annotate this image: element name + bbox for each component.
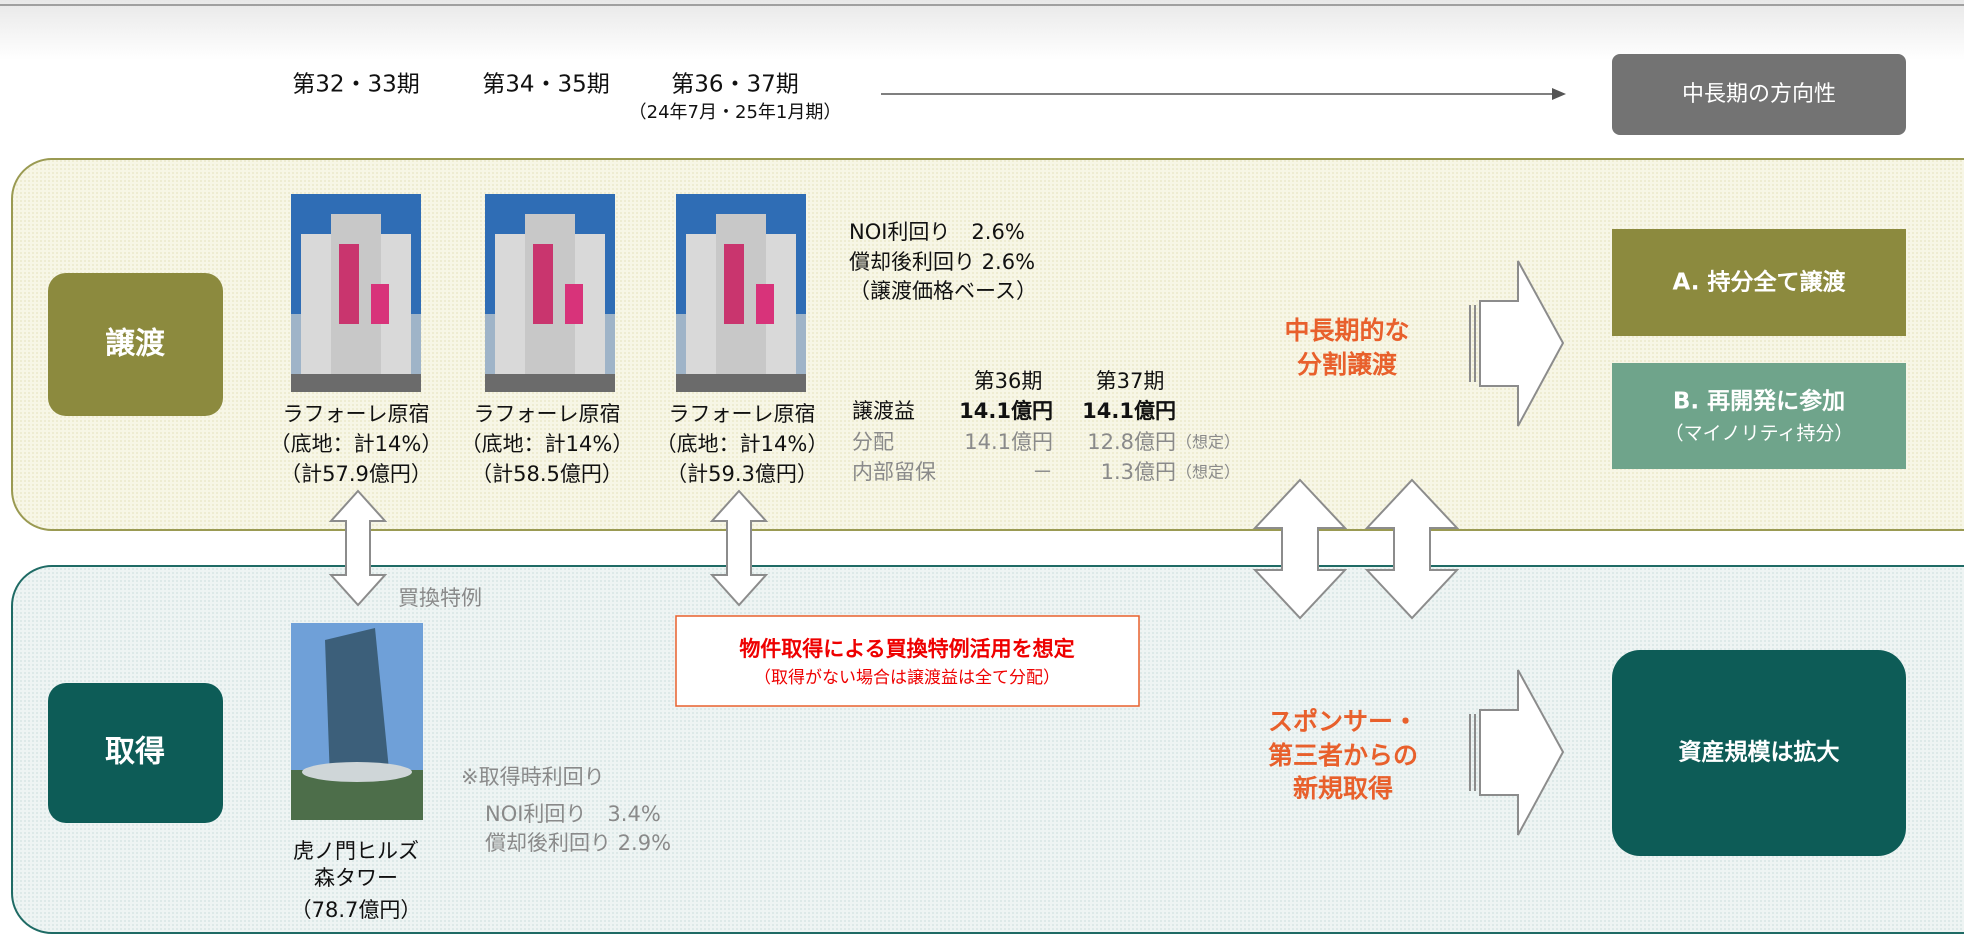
property-share: （底地：計14%）	[656, 432, 829, 456]
header-band	[0, 0, 1964, 60]
yield: 償却後利回り 2.6%	[849, 250, 1035, 274]
property-name: 虎ノ門ヒルズ	[293, 839, 419, 863]
yield: NOI利回り 2.6%	[849, 220, 1025, 244]
yield: （譲渡価格ベース）	[849, 279, 1037, 303]
gains-value: 14.1億円	[959, 399, 1053, 423]
period: 第32・33期	[292, 72, 420, 98]
option-title: A. 持分全て譲渡	[1673, 269, 1847, 296]
property-share: （底地：計14%）	[270, 432, 443, 456]
direction: 中長期の方向性	[1682, 82, 1836, 107]
gains-value: －	[1032, 460, 1053, 484]
gains-note: （想定）	[1176, 463, 1240, 482]
strategy: スポンサー・	[1268, 707, 1418, 736]
notice: 物件取得による買換特例活用を想定	[739, 637, 1074, 661]
property-photo	[485, 194, 615, 392]
gains-value: 14.1億円	[1082, 399, 1176, 423]
notice-sub: （取得がない場合は譲渡益は全て分配）	[754, 668, 1060, 688]
slide: 第32・33期 第34・35期 第36・37期 （24年7月・25年1月期） 中…	[0, 0, 1964, 935]
yield-title: ※取得時利回り	[461, 765, 605, 789]
strategy: 第三者からの	[1268, 741, 1418, 770]
property-price: （78.7億円）	[291, 898, 422, 922]
yield: NOI利回り 3.4%	[485, 802, 661, 826]
property-photo	[291, 194, 421, 392]
property-name: ラフォーレ原宿	[283, 402, 430, 426]
property-price: （計58.5億円）	[471, 462, 623, 486]
property-photo	[676, 194, 806, 392]
property-price: （計57.9億円）	[280, 462, 432, 486]
transfer-label: 譲渡	[105, 327, 166, 362]
notice-box	[676, 616, 1139, 706]
option-sub: （マイノリティ持分）	[1665, 423, 1854, 445]
property-price: （計59.3億円）	[666, 462, 818, 486]
option-title: B. 再開発に参加	[1673, 388, 1845, 415]
period: 第34・35期	[482, 72, 610, 98]
strategy: 中長期的な	[1284, 316, 1409, 345]
gains-label: 譲渡益	[852, 399, 915, 423]
exchange-note: 買換特例	[398, 586, 482, 610]
property-name: ラフォーレ原宿	[474, 402, 621, 426]
property-share: （底地：計14%）	[461, 432, 634, 456]
gains-header: 第37期	[1096, 369, 1165, 393]
property-name: 森タワー	[314, 866, 398, 890]
result: 資産規模は拡大	[1679, 739, 1840, 766]
option-box	[1612, 363, 1906, 469]
gains-value: 1.3億円	[1101, 460, 1176, 484]
period-sub: （24年7月・25年1月期）	[629, 102, 842, 123]
strategy: 新規取得	[1293, 774, 1393, 803]
yield: 償却後利回り 2.9%	[485, 831, 671, 855]
gains-note: （想定）	[1176, 433, 1240, 452]
timeline-arrow-head	[1552, 88, 1566, 100]
gains-value: 14.1億円	[964, 430, 1053, 454]
gains-label: 内部留保	[852, 460, 936, 484]
tower-photo	[291, 623, 423, 820]
gains-header: 第36期	[974, 369, 1043, 393]
acquisition-label: 取得	[105, 735, 165, 770]
gains-label: 分配	[852, 430, 894, 454]
gains-value: 12.8億円	[1087, 430, 1176, 454]
period: 第36・37期	[671, 72, 799, 98]
property-name: ラフォーレ原宿	[669, 402, 816, 426]
strategy: 分割譲渡	[1297, 350, 1398, 379]
